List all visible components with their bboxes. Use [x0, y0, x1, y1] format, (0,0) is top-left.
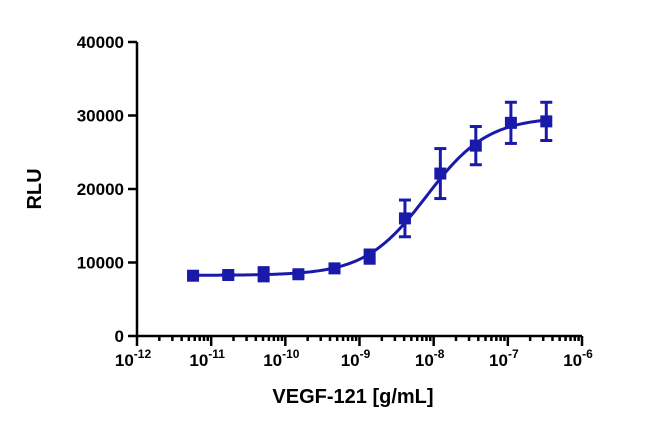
- x-tick-label: 10-7: [489, 347, 519, 370]
- x-tick-exponent: -10: [282, 347, 300, 361]
- data-marker: [363, 250, 376, 263]
- x-tick-label: 10-12: [115, 347, 152, 370]
- data-point: [469, 125, 482, 167]
- data-marker: [222, 268, 235, 281]
- x-tick-exponent: -7: [508, 347, 519, 361]
- x-tick-base: 10: [489, 351, 508, 370]
- y-tick-label: 20000: [77, 180, 124, 199]
- data-point: [363, 248, 376, 265]
- data-marker: [434, 167, 447, 180]
- y-tick-label: 10000: [77, 254, 124, 273]
- data-point: [257, 266, 270, 283]
- x-tick-label: 10-11: [189, 347, 225, 370]
- x-tick-base: 10: [115, 351, 134, 370]
- y-tick-label: 0: [115, 327, 124, 346]
- data-point: [504, 100, 517, 145]
- data-point: [292, 268, 305, 281]
- x-axis-ticks: 10-12 10-11 10-10 10-9 10-8 10-7 10-6: [115, 336, 593, 370]
- data-point: [540, 100, 553, 142]
- x-tick-label: 10-6: [563, 347, 593, 370]
- data-point: [434, 147, 447, 201]
- x-tick-base: 10: [415, 351, 434, 370]
- data-points: [187, 100, 553, 283]
- x-axis-title: VEGF-121 [g/mL]: [272, 386, 433, 408]
- x-tick-exponent: -12: [134, 347, 152, 361]
- x-tick-label: 10-8: [415, 347, 445, 370]
- data-point: [398, 198, 411, 239]
- y-tick-label: 40000: [77, 33, 124, 52]
- x-tick-exponent: -8: [434, 347, 445, 361]
- axes: [135, 42, 582, 338]
- x-tick-exponent: -9: [360, 347, 371, 361]
- data-marker: [257, 268, 270, 281]
- y-axis-title: RLU: [24, 168, 46, 209]
- x-tick-base: 10: [263, 351, 282, 370]
- data-point: [222, 268, 235, 281]
- data-point: [187, 269, 200, 282]
- data-marker: [328, 262, 341, 275]
- x-tick-exponent: -11: [208, 347, 225, 361]
- data-marker: [504, 116, 517, 129]
- data-marker: [292, 268, 305, 281]
- x-tick-base: 10: [341, 351, 360, 370]
- data-point: [328, 262, 341, 275]
- x-tick-exponent: -6: [582, 347, 593, 361]
- data-marker: [398, 212, 411, 225]
- data-marker: [187, 269, 200, 282]
- y-axis-ticks: 0 10000 20000 30000 40000: [77, 33, 137, 346]
- x-tick-label: 10-9: [341, 347, 371, 370]
- data-marker: [469, 139, 482, 152]
- data-marker: [540, 115, 553, 128]
- x-tick-base: 10: [563, 351, 582, 370]
- x-tick-base: 10: [189, 351, 208, 370]
- y-tick-label: 30000: [77, 107, 124, 126]
- x-tick-label: 10-10: [263, 347, 300, 370]
